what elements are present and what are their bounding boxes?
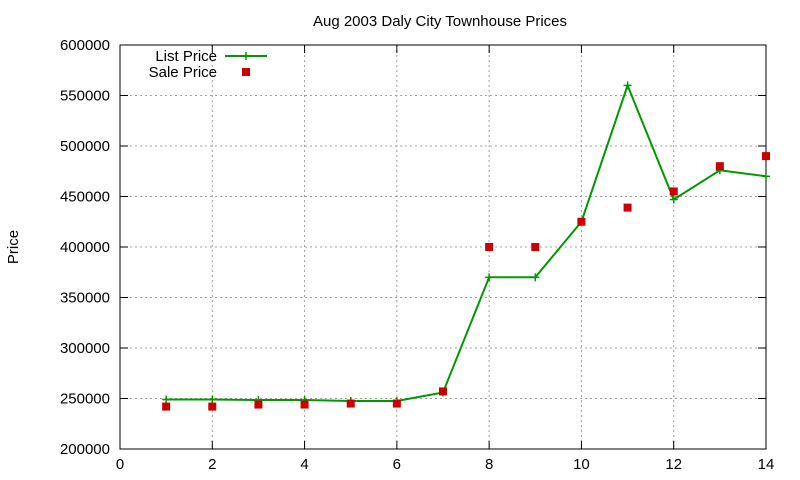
series: [162, 81, 770, 411]
sale-price-point: [254, 400, 263, 409]
list-price-point: [623, 81, 632, 90]
list-price-series: [162, 81, 770, 406]
x-tick-label: 14: [758, 456, 775, 473]
sale-price-point: [485, 243, 494, 251]
legend-marker: [242, 52, 250, 60]
legend-label: List Price: [155, 48, 217, 65]
y-tick-label: 550000: [60, 88, 110, 105]
legend-entry-sale-price: Sale Price: [149, 64, 250, 81]
y-tick-label: 350000: [60, 290, 110, 307]
axes: 0 2 4 6 8 10 12 14 200000 250000 300000 350000 40000…: [60, 37, 774, 473]
x-tick-label: 8: [485, 456, 493, 473]
x-tick-label: 2: [208, 456, 216, 473]
y-axis-label: Price: [5, 230, 22, 264]
sale-price-point: [392, 399, 401, 408]
legend-entry-list-price: List Price: [155, 48, 267, 65]
sale-price-point: [439, 387, 447, 396]
y-tick-label: 500000: [60, 138, 110, 155]
sale-price-point: [300, 400, 309, 409]
list-price-point: [162, 395, 171, 404]
list-price-point: [485, 273, 494, 282]
y-tick-label: 600000: [60, 37, 110, 54]
sale-price-series: [162, 152, 770, 411]
sale-price-point: [762, 152, 770, 161]
legend-label: Sale Price: [149, 64, 217, 81]
list-price-point: [208, 395, 217, 404]
sale-price-point: [623, 203, 632, 212]
y-tick-label: 250000: [60, 391, 110, 408]
y-tick-label: 400000: [60, 239, 110, 256]
sale-price-point: [531, 243, 540, 251]
sale-price-point: [577, 217, 586, 226]
sale-price-point: [669, 187, 678, 196]
x-tick-label: 4: [300, 456, 308, 473]
sale-price-point: [346, 399, 355, 408]
list-price-line: [166, 82, 767, 403]
x-tick-label: 10: [573, 456, 590, 473]
sale-price-point: [162, 402, 171, 411]
y-tick-label: 200000: [60, 441, 110, 458]
x-tick-label: 12: [665, 456, 682, 473]
chart-title: Aug 2003 Daly City Townhouse Prices: [313, 13, 567, 30]
legend-marker: [242, 68, 250, 76]
sale-price-point: [715, 162, 724, 171]
y-tick-label: 300000: [60, 340, 110, 357]
y-tick-label: 450000: [60, 189, 110, 206]
sale-price-point: [208, 402, 217, 411]
x-tick-label: 6: [393, 456, 401, 473]
list-price-point: [531, 273, 540, 282]
x-tick-label: 0: [116, 456, 124, 473]
list-price-point: [762, 172, 770, 181]
list-price-point: [669, 195, 678, 204]
